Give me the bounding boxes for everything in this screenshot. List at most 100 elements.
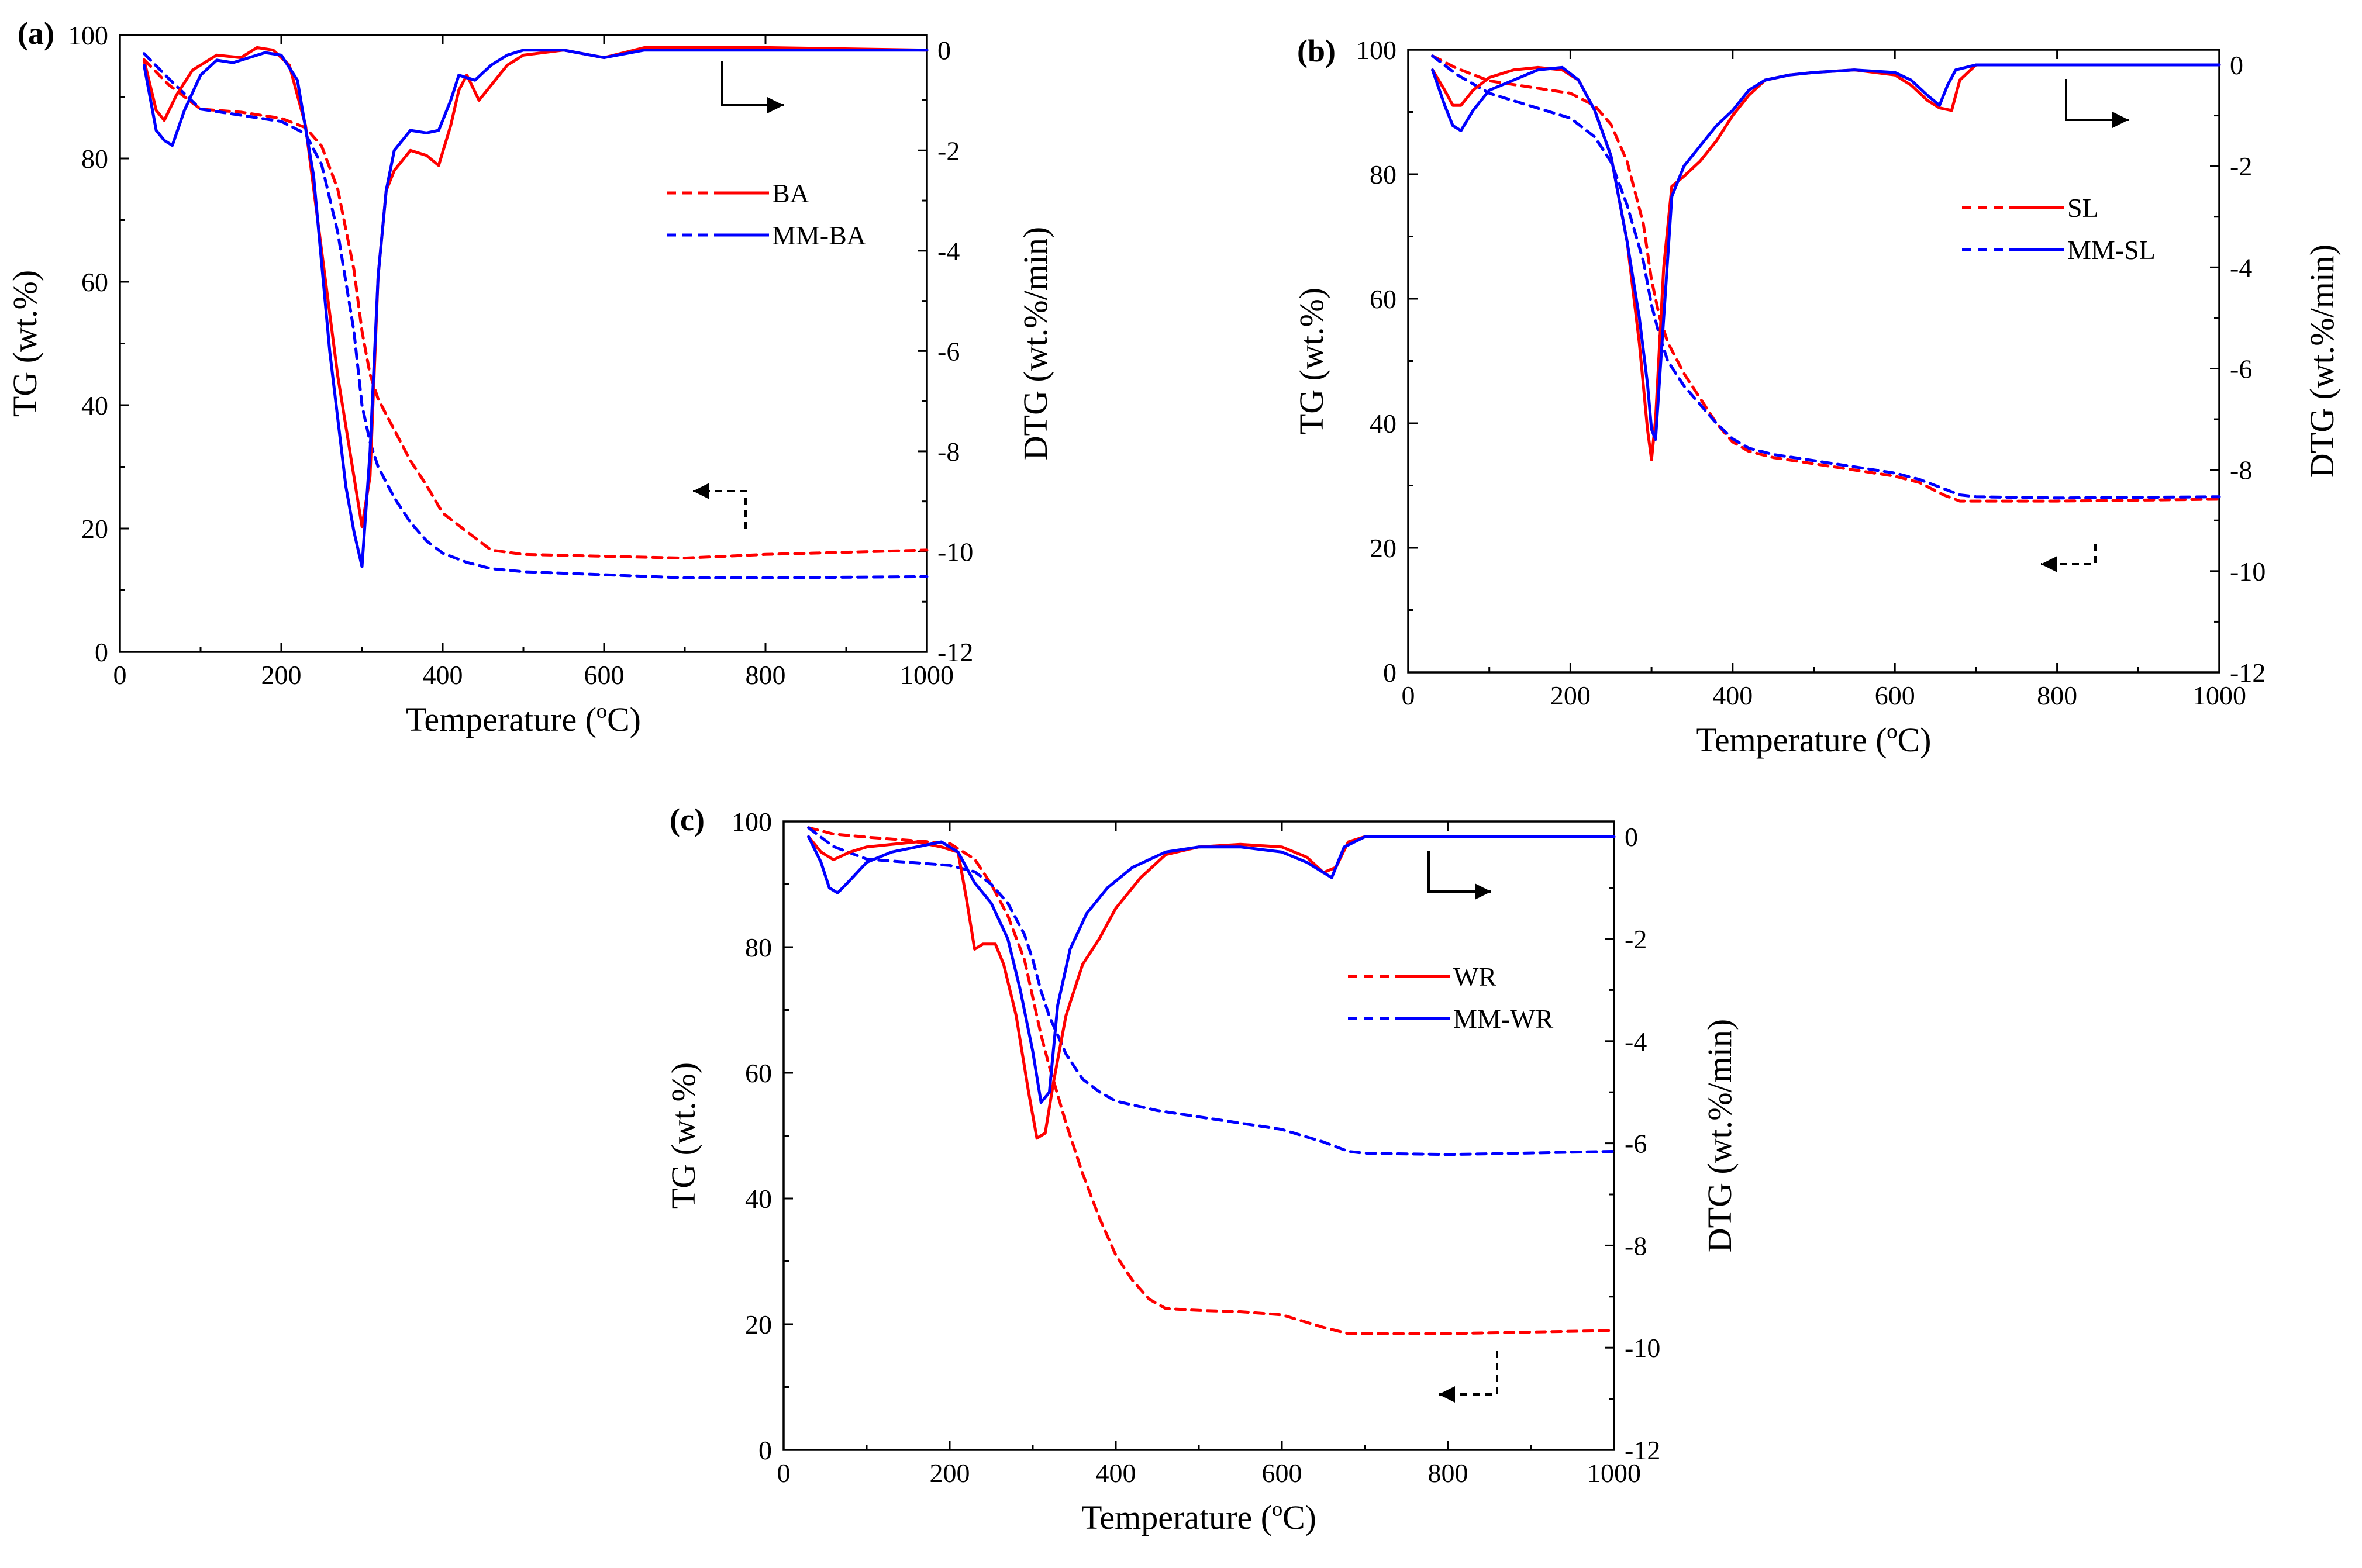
y2-tick-label: -10 <box>1625 1333 1660 1363</box>
y-axis-title: TG (wt.%) <box>1292 288 1330 434</box>
x-tick-label: 800 <box>2037 681 2077 710</box>
tg-axis-arrow <box>693 490 747 529</box>
y-tick-label: 20 <box>745 1310 772 1339</box>
y-tick-label: 20 <box>1370 533 1396 563</box>
y-tick-label: 80 <box>1370 160 1396 189</box>
series-line-ba-dtg <box>142 46 929 529</box>
y2-tick-label: -2 <box>937 136 960 165</box>
plot-frame <box>119 34 928 653</box>
y-tick-label: 60 <box>1370 284 1396 314</box>
x-axis-title: Temperature (ºC) <box>406 700 641 738</box>
y-tick-label: 0 <box>1383 658 1396 688</box>
plot-frame <box>782 820 1615 1451</box>
x-tick-label: 800 <box>1428 1458 1468 1488</box>
x-tick-label: 400 <box>1712 681 1753 710</box>
y2-tick-label: -4 <box>937 236 960 266</box>
series-line-sl-tg <box>1431 54 2221 503</box>
series-line-mm-ba-tg <box>142 52 929 579</box>
series-line-wr-tg <box>807 826 1616 1335</box>
series-line-mm-sl-dtg <box>1431 63 2221 441</box>
x-tick-label: 800 <box>746 660 786 690</box>
x-tick-label: 600 <box>584 660 625 690</box>
y2-axis-title: DTG (wt.%/min) <box>1016 227 1054 461</box>
arrow-head-left-icon <box>1439 1386 1455 1403</box>
panel-a: 0 200 400 600 800 1000 0 20 40 60 80 100 -12 -10 -8 -6 -… <box>6 16 1054 738</box>
y2-tick-label: 0 <box>2230 50 2243 80</box>
y2-tick-label: -8 <box>2230 455 2252 485</box>
dtg-axis-arrow <box>1427 851 1491 893</box>
series-line-ba-tg <box>142 58 929 560</box>
y2-tick-label: 0 <box>1625 822 1638 852</box>
panel-label: (b) <box>1297 33 1336 68</box>
y-axis-title: TG (wt.%) <box>664 1062 702 1209</box>
y2-tick-label: -6 <box>937 336 960 366</box>
x-tick-label: 400 <box>423 660 463 690</box>
series-line-mm-wr-dtg <box>807 835 1616 1104</box>
tg-axis-arrow <box>1439 1351 1498 1396</box>
y2-tick-label: -10 <box>937 537 973 567</box>
x-tick-label: 0 <box>777 1458 791 1488</box>
arrow-head-right-icon <box>767 97 784 113</box>
y-tick-label: 100 <box>68 20 108 50</box>
y2-tick-label: -6 <box>1625 1129 1647 1159</box>
y-tick-label: 100 <box>732 807 772 837</box>
y2-tick-label: -12 <box>2230 658 2266 688</box>
y2-axis-title: DTG (wt.%/min) <box>2303 244 2341 478</box>
arrow-head-left-icon <box>693 483 709 499</box>
x-tick-label: 200 <box>1550 681 1591 710</box>
y2-tick-label: -12 <box>1625 1435 1660 1465</box>
legend-label: MM-BA <box>772 220 866 250</box>
legend-label: SL <box>2067 193 2099 223</box>
series-line-wr-dtg <box>807 835 1616 1140</box>
panel-label: (c) <box>670 802 705 837</box>
dtg-axis-arrow <box>2065 79 2129 121</box>
panel-b: 0 200 400 600 800 1000 0 20 40 60 80 100 -12 -10 -8 -6 -… <box>1292 33 2341 759</box>
y-tick-label: 40 <box>1370 409 1396 438</box>
y2-tick-label: -8 <box>1625 1231 1647 1260</box>
x-tick-label: 1000 <box>1587 1458 1641 1488</box>
legend-label: MM-WR <box>1453 1004 1554 1034</box>
legend-label: MM-SL <box>2067 235 2156 265</box>
plot-frame <box>1407 49 2220 674</box>
y-tick-label: 80 <box>745 932 772 962</box>
y-tick-label: 40 <box>745 1184 772 1214</box>
y2-tick-label: -10 <box>2230 557 2266 586</box>
x-tick-label: 0 <box>1402 681 1415 710</box>
legend-label: WR <box>1453 962 1496 992</box>
y-tick-label: 80 <box>81 144 108 174</box>
y-axis-title: TG (wt.%) <box>6 270 44 417</box>
y-tick-label: 0 <box>758 1435 772 1465</box>
y-tick-label: 0 <box>95 637 108 667</box>
x-tick-label: 600 <box>1262 1458 1302 1488</box>
y-tick-label: 100 <box>1356 35 1396 65</box>
legend-label: BA <box>772 178 809 208</box>
x-tick-label: 400 <box>1096 1458 1136 1488</box>
series-line-mm-sl-tg <box>1431 54 2221 500</box>
y-tick-label: 60 <box>81 267 108 297</box>
y2-tick-label: 0 <box>937 36 951 65</box>
x-tick-label: 200 <box>261 660 302 690</box>
y2-tick-label: -8 <box>937 437 960 467</box>
x-tick-label: 600 <box>1875 681 1915 710</box>
y2-axis-title: DTG (wt.%/min) <box>1701 1019 1739 1253</box>
y-tick-label: 40 <box>81 391 108 420</box>
y-tick-label: 60 <box>745 1058 772 1088</box>
x-axis-title: Temperature (ºC) <box>1081 1498 1316 1536</box>
series-line-mm-wr-tg <box>807 826 1616 1156</box>
y2-tick-label: -4 <box>1625 1027 1647 1056</box>
y2-tick-label: -4 <box>2230 253 2252 282</box>
x-tick-label: 200 <box>930 1458 970 1488</box>
y-tick-label: 20 <box>81 514 108 544</box>
series-line-mm-ba-dtg <box>142 49 929 568</box>
x-axis-title: Temperature (ºC) <box>1696 721 1931 759</box>
arrow-head-right-icon <box>1475 883 1491 900</box>
y2-tick-label: -2 <box>1625 924 1647 954</box>
x-tick-label: 1000 <box>900 660 954 690</box>
dtg-axis-arrow <box>721 61 784 106</box>
arrow-head-right-icon <box>2112 112 2129 128</box>
tg-axis-arrow <box>2041 544 2097 565</box>
x-tick-label: 1000 <box>2192 681 2246 710</box>
y2-tick-label: -12 <box>937 637 973 667</box>
y2-tick-label: -6 <box>2230 354 2252 384</box>
arrow-head-left-icon <box>2041 556 2057 572</box>
